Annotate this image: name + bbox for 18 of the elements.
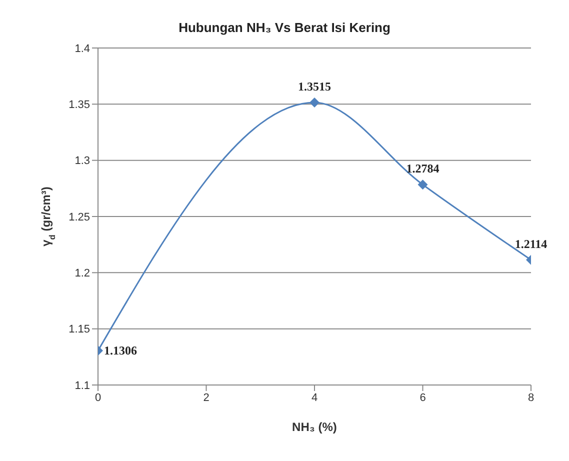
- x-tick-label: 2: [203, 392, 210, 404]
- data-label: 1.2114: [514, 236, 548, 251]
- x-axis-title: NH₃ (%): [292, 420, 337, 434]
- y-tick-label: 1.25: [68, 211, 90, 224]
- data-label: 1.1306: [104, 344, 137, 358]
- y-tick-label: 1.2: [74, 268, 90, 280]
- y-tick-label: 1.3: [74, 155, 90, 168]
- x-tick-label: 0: [94, 392, 102, 404]
- data-label: 1.3515: [298, 79, 331, 94]
- x-tick-label: 4: [311, 392, 318, 404]
- x-tick-label: 6: [420, 392, 426, 404]
- chart-title: Hubungan NH₃ Vs Berat Isi Kering: [178, 20, 392, 37]
- x-tick-label: 8: [528, 392, 534, 404]
- data-label: 1.2784: [406, 162, 440, 176]
- y-tick-label: 1.15: [68, 324, 90, 336]
- y-tick-label: 1.1: [74, 380, 90, 392]
- y-tick-label: 1.35: [68, 99, 90, 112]
- y-tick-label: 1.4: [74, 42, 90, 55]
